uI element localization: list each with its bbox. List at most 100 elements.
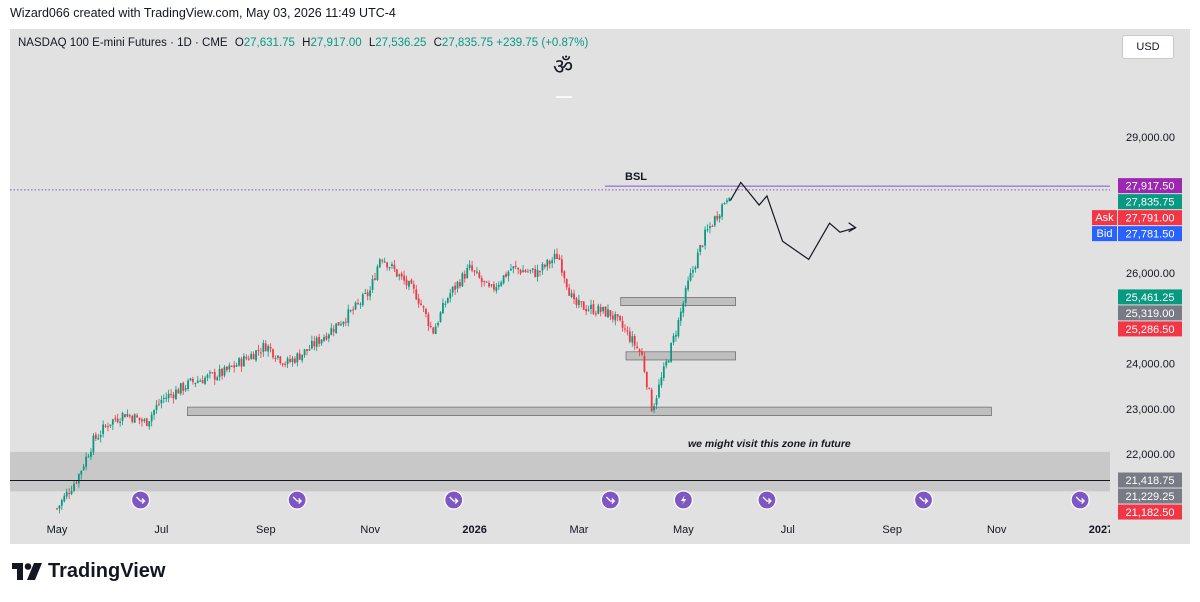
candle-body	[653, 406, 656, 411]
zone-box[interactable]	[187, 406, 992, 416]
candle-body	[480, 278, 483, 283]
candle-body	[184, 388, 187, 390]
dividend-event-icon[interactable]	[600, 490, 620, 510]
price-tag[interactable]: 21,182.50	[1118, 504, 1182, 520]
y-tick-label: 23,000.00	[1126, 404, 1175, 416]
dividend-event-icon[interactable]	[444, 490, 464, 510]
candle-body	[133, 414, 136, 423]
candle-body	[412, 284, 415, 289]
candle-body	[325, 335, 328, 340]
candle-body	[102, 424, 105, 435]
earnings-event-icon[interactable]	[673, 490, 694, 510]
price-tag[interactable]: 27,835.75	[1118, 194, 1182, 210]
dividend-event-icon[interactable]	[1070, 490, 1090, 510]
price-tag[interactable]: Bid 27,781.50	[1092, 226, 1182, 242]
price-tag[interactable]: 21,229.25	[1118, 488, 1182, 504]
chart-panel[interactable]: May Jul Sep Nov 2026 Mar May Jul Sep Nov 2027 29,0…	[10, 29, 1190, 544]
candle-body	[267, 346, 270, 352]
low-label: L	[368, 37, 376, 49]
candle-body	[116, 418, 119, 422]
candle-body	[675, 334, 677, 337]
price-tag[interactable]: 25,319.00	[1118, 305, 1182, 321]
projection-path[interactable]	[729, 181, 856, 261]
currency-button[interactable]: USD	[1122, 35, 1174, 59]
price-tag-bg	[1118, 488, 1182, 504]
event-circle	[757, 490, 777, 510]
candle-body	[158, 403, 160, 405]
candle-body	[119, 421, 122, 423]
candle-body	[694, 267, 697, 270]
candle-body	[165, 397, 168, 400]
candle-body	[238, 358, 240, 366]
price-tag[interactable]: 25,461.25	[1118, 289, 1182, 305]
price-chart[interactable]: May Jul Sep Nov 2026 Mar May Jul Sep Nov 2027 29,0…	[10, 29, 1190, 544]
candle-body	[374, 278, 376, 280]
candle-body	[662, 366, 665, 378]
candle-body	[699, 244, 702, 252]
candle-body	[327, 334, 330, 339]
event-circle	[1070, 490, 1090, 510]
candle-body	[175, 389, 177, 400]
price-tag-bg	[1118, 194, 1182, 210]
candle-body	[196, 380, 199, 383]
candle-body	[201, 380, 204, 384]
candle-body	[357, 303, 359, 305]
zone-box[interactable]	[620, 297, 736, 306]
price-tag[interactable]: 25,286.50	[1118, 321, 1182, 337]
zone-box[interactable]	[625, 351, 736, 361]
candle-body	[679, 311, 682, 321]
y-tick-label: 24,000.00	[1126, 359, 1175, 371]
candle-body	[563, 271, 566, 279]
candle-body	[315, 337, 318, 347]
candle-body	[539, 271, 541, 273]
event-circle	[913, 490, 934, 510]
dividend-event-icon[interactable]	[287, 490, 307, 510]
candle-body	[259, 352, 262, 354]
price-tag[interactable]: 27,917.50	[1118, 178, 1182, 194]
candle-body	[524, 270, 527, 272]
dividend-event-icon[interactable]	[913, 490, 934, 510]
dividend-event-icon[interactable]	[130, 490, 151, 510]
candle-body	[291, 358, 294, 363]
candle-body	[386, 262, 389, 268]
candle-body	[490, 284, 493, 286]
candle-body	[75, 482, 78, 484]
candle-body	[148, 421, 151, 427]
zone-box[interactable]	[10, 451, 1110, 492]
candle-body	[706, 229, 709, 231]
candle-body	[726, 200, 728, 203]
x-tick-label: 2026	[462, 524, 486, 536]
candle-body	[437, 322, 439, 326]
candle-body	[723, 203, 726, 205]
tradingview-logo[interactable]: TradingView	[12, 560, 165, 583]
x-tick-label: May	[47, 524, 68, 536]
candle-body	[502, 275, 505, 284]
candle-body	[344, 321, 347, 323]
candle-body	[607, 309, 609, 318]
candle-body	[565, 278, 568, 288]
candle-body	[269, 346, 272, 349]
candle-body	[471, 265, 473, 271]
price-tag-value: 27,917.50	[1126, 181, 1175, 193]
candle-body	[393, 264, 396, 270]
event-circle	[600, 490, 620, 510]
candle-body	[517, 267, 520, 270]
candle-body	[420, 303, 422, 306]
price-tag-bg	[1118, 178, 1182, 194]
candle-body	[488, 282, 490, 287]
price-axis[interactable]	[1110, 29, 1190, 544]
price-tag[interactable]: 21,418.75	[1118, 472, 1182, 488]
candle-body	[286, 358, 289, 365]
candle-body	[405, 279, 408, 286]
price-tag[interactable]: Ask 27,791.00	[1092, 210, 1182, 226]
price-tag-value: 21,182.50	[1126, 507, 1175, 519]
candle-body	[332, 329, 335, 332]
price-tag-bg	[1118, 321, 1182, 337]
candle-body	[359, 303, 362, 305]
candle-body	[160, 399, 163, 404]
candle-body	[121, 412, 124, 421]
candle-body	[366, 292, 369, 296]
x-tick-label: Mar	[570, 524, 589, 536]
candle-body	[500, 282, 503, 286]
dividend-event-icon[interactable]	[757, 490, 777, 510]
